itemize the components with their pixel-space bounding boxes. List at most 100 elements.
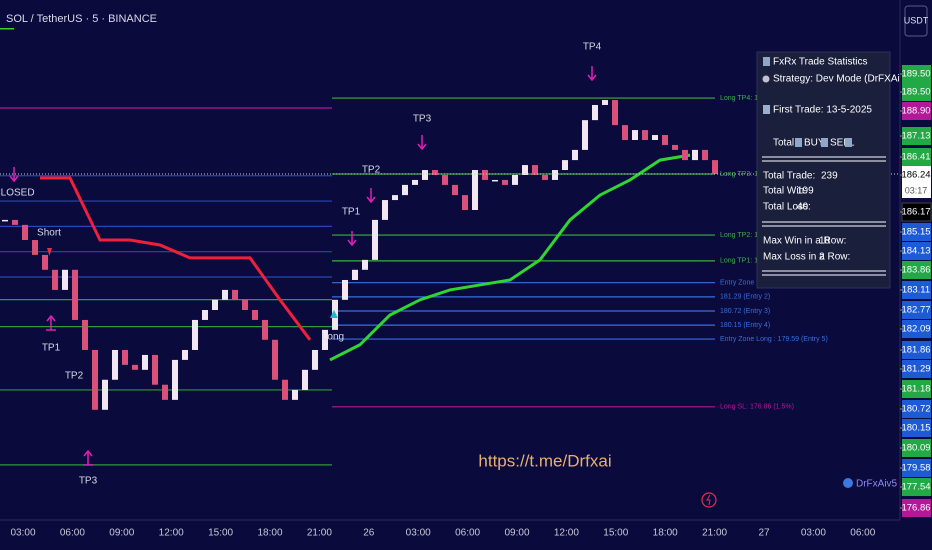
candle: [192, 319, 198, 350]
candle: [522, 165, 528, 175]
arrow: [330, 310, 338, 318]
candle: [562, 160, 568, 171]
price-label: 181.86: [901, 345, 930, 356]
price-label-bg: [902, 102, 931, 120]
time-label: 09:00: [109, 528, 134, 539]
candle: [652, 135, 658, 140]
tp-label: TP4: [583, 42, 602, 53]
price-label: 182.09: [901, 324, 930, 335]
time-axis: 03:00 06:00 09:00 12:00 15:00 18:00 21:00 26 03:…: [10, 528, 875, 539]
candle: [12, 219, 18, 225]
candle: [512, 174, 518, 185]
stats-sell: SELL: [830, 138, 855, 149]
candle: [32, 240, 38, 255]
price-label: 181.29: [901, 364, 930, 375]
stat-label: Max Loss in a Row:: [763, 252, 850, 263]
arrow: [587, 66, 597, 82]
candle: [42, 254, 48, 270]
stat-value: 239: [821, 171, 838, 182]
candle: [352, 269, 358, 280]
price-label-bg: [902, 478, 931, 496]
tp-label: TP2: [65, 371, 84, 382]
candle: [322, 329, 328, 350]
long-trail: [329, 153, 691, 362]
price-label-bg: [902, 419, 931, 437]
time-label: 06:00: [850, 528, 875, 539]
badge-dot: [843, 478, 853, 488]
stat-label: Total Loss:: [763, 202, 811, 213]
arrow: [83, 449, 93, 466]
candle: [22, 224, 28, 241]
price-label: 186.17: [901, 207, 930, 218]
time-label: 12:00: [554, 528, 579, 539]
arrow: [46, 314, 56, 331]
price-label: 188.90: [901, 106, 930, 117]
candle: [2, 219, 8, 222]
tp-label: TP1: [342, 207, 361, 218]
candle: [642, 130, 648, 140]
time-label: 06:00: [60, 528, 85, 539]
arrow: [47, 248, 52, 256]
candle: [582, 120, 588, 150]
candle: [672, 144, 678, 150]
candle: [622, 125, 628, 140]
candle: [502, 179, 508, 185]
tp-label: TP3: [79, 476, 98, 487]
candle: [632, 130, 638, 140]
time-label: 15:00: [208, 528, 233, 539]
candle: [262, 319, 268, 340]
time-label: 21:00: [307, 528, 332, 539]
candle: [472, 170, 478, 210]
price-label-bg: [902, 341, 931, 359]
time-label: 03:00: [10, 528, 35, 539]
alert-icon[interactable]: [701, 492, 717, 508]
countdown: 03:17: [905, 185, 928, 195]
candle: [532, 165, 538, 175]
price-label: 180.09: [901, 443, 930, 454]
stat-value: 18: [819, 236, 831, 247]
candle: [92, 349, 98, 410]
symbol-title: SOL / TetherUS · 5 · BINANCE: [6, 13, 157, 25]
price-label: 177.54: [901, 482, 930, 493]
price-label-bg: [902, 439, 931, 457]
time-label: 18:00: [653, 528, 678, 539]
candle: [282, 379, 288, 400]
countdown-bg: [902, 184, 931, 198]
tp-label: TP1: [42, 343, 61, 354]
price-label: 187.13: [901, 131, 930, 142]
indicator-dash: [0, 28, 14, 30]
level-label: 181.29 (Entry 2): [720, 294, 770, 301]
level-label: Long TP2: 183.8: [720, 232, 772, 239]
candle: [402, 184, 408, 196]
price-label: 183.11: [902, 285, 930, 296]
price-label-bg: [902, 301, 931, 319]
price-label: 184.13: [901, 246, 930, 257]
candle: [142, 354, 148, 370]
candle: [362, 259, 368, 270]
candle: [482, 170, 488, 180]
price-label-bg: [902, 166, 931, 184]
currency-button[interactable]: [904, 5, 928, 37]
panel-bg: [756, 51, 891, 289]
price-label-bg: [902, 65, 931, 83]
short-trail: [40, 176, 312, 341]
price-label: 181.18: [901, 384, 930, 395]
level-label: 180.15 (Entry 4): [720, 322, 770, 329]
price-label-bg: [902, 83, 931, 101]
candle: [252, 310, 258, 320]
price-label-bg: [902, 223, 931, 241]
icon: [795, 138, 802, 147]
stat-label: Total Trade:: [763, 171, 815, 182]
level-label: Long SL: 176.86 (1.5%): [720, 404, 794, 411]
time-label: 26: [363, 528, 375, 539]
candle: [692, 149, 698, 161]
arrow: [417, 135, 427, 151]
price-label-bg: [902, 127, 931, 145]
candle: [542, 174, 548, 180]
level-label: Entry Zone Long : 179.59 (Entry 5): [720, 336, 828, 343]
candle: [552, 170, 558, 180]
stat-value: 40: [797, 202, 809, 213]
candle: [272, 339, 278, 380]
candle: [592, 104, 598, 121]
price-label: 183.86: [901, 265, 930, 276]
